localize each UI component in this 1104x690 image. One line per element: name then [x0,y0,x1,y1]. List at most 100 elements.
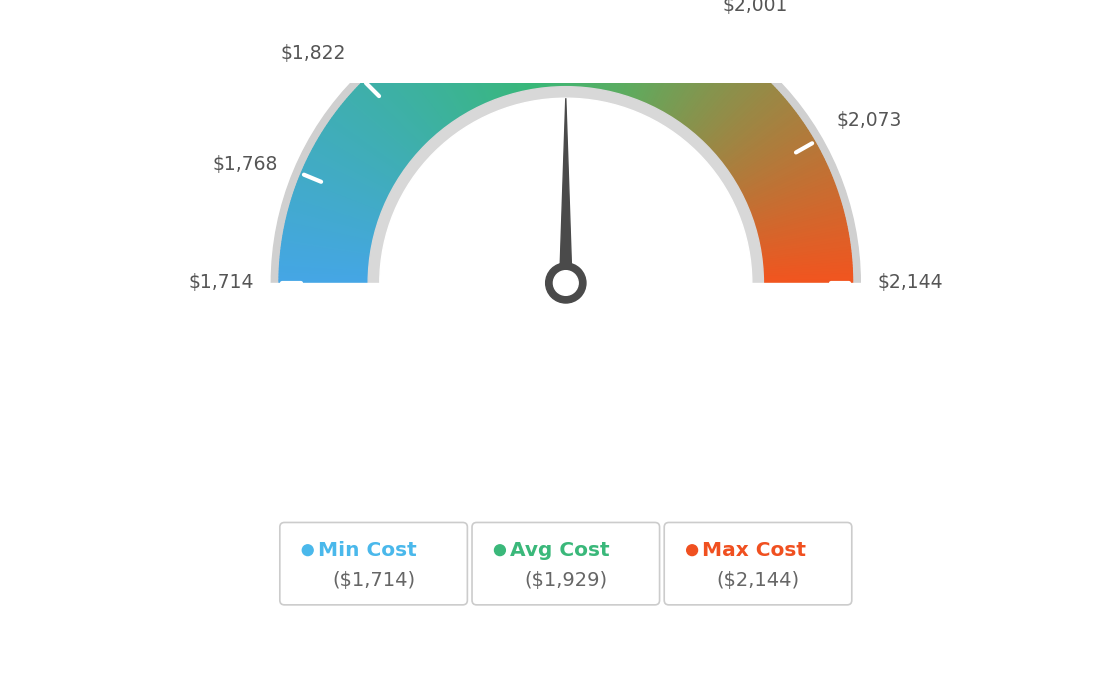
Wedge shape [400,49,453,123]
Wedge shape [392,55,448,126]
Wedge shape [609,5,631,92]
Wedge shape [734,133,811,181]
Wedge shape [690,61,749,132]
Wedge shape [518,1,534,90]
Wedge shape [763,277,852,281]
Text: Min Cost: Min Cost [318,541,416,560]
Wedge shape [755,201,841,228]
Wedge shape [368,75,431,141]
Wedge shape [343,101,414,159]
Wedge shape [724,113,798,168]
Circle shape [545,263,586,303]
Wedge shape [311,148,392,192]
Wedge shape [535,0,548,88]
Wedge shape [763,271,852,277]
Text: $1,768: $1,768 [213,155,278,173]
Wedge shape [680,51,734,124]
Wedge shape [742,154,822,196]
Wedge shape [310,151,391,194]
Wedge shape [601,3,619,90]
Text: ($1,714): ($1,714) [332,571,415,590]
Wedge shape [556,0,562,87]
Wedge shape [407,44,458,119]
FancyBboxPatch shape [665,522,852,605]
Wedge shape [289,206,375,232]
Wedge shape [361,81,426,146]
Wedge shape [613,6,637,93]
Wedge shape [272,0,860,283]
Wedge shape [687,58,744,129]
Wedge shape [285,221,373,242]
Wedge shape [354,88,422,150]
Wedge shape [645,21,682,104]
Wedge shape [301,170,384,207]
Wedge shape [293,195,378,224]
Wedge shape [475,12,505,97]
Wedge shape [607,4,628,91]
Wedge shape [293,192,379,222]
Wedge shape [694,68,755,136]
Wedge shape [480,10,509,96]
Wedge shape [697,69,757,137]
Wedge shape [542,0,551,88]
Wedge shape [533,0,545,88]
Wedge shape [762,250,851,262]
Wedge shape [633,15,666,99]
Wedge shape [656,29,699,109]
Wedge shape [659,32,704,111]
Wedge shape [692,63,751,133]
Wedge shape [753,189,838,220]
Wedge shape [463,16,497,99]
Text: $2,144: $2,144 [878,273,943,293]
Wedge shape [758,218,846,240]
Wedge shape [668,39,716,116]
Wedge shape [279,265,369,273]
Wedge shape [548,0,555,87]
Wedge shape [280,253,369,264]
Wedge shape [726,118,802,171]
Wedge shape [498,6,521,92]
Wedge shape [482,10,511,95]
Wedge shape [333,113,407,168]
Wedge shape [420,37,467,114]
Wedge shape [746,167,829,205]
Wedge shape [309,154,390,196]
Wedge shape [700,73,762,140]
Wedge shape [744,161,827,201]
Wedge shape [299,175,383,210]
Wedge shape [638,18,675,101]
Wedge shape [503,4,524,91]
Wedge shape [737,141,816,186]
Wedge shape [347,97,416,156]
Wedge shape [707,83,773,147]
Wedge shape [289,204,376,230]
Wedge shape [290,201,376,228]
Wedge shape [597,1,614,90]
Wedge shape [563,0,565,87]
Wedge shape [471,13,502,97]
Circle shape [495,545,506,555]
Wedge shape [749,172,831,209]
Wedge shape [698,71,760,139]
Wedge shape [716,99,787,158]
Wedge shape [279,280,369,283]
Wedge shape [598,2,616,90]
Wedge shape [761,235,849,253]
Wedge shape [329,120,404,172]
FancyBboxPatch shape [473,522,659,605]
Wedge shape [283,239,371,255]
Wedge shape [280,247,370,260]
Wedge shape [710,88,777,150]
Wedge shape [412,41,461,117]
Wedge shape [686,56,742,128]
Wedge shape [704,79,768,144]
Wedge shape [751,181,835,215]
Wedge shape [319,135,396,183]
Wedge shape [744,159,826,199]
Wedge shape [733,130,809,179]
Wedge shape [286,218,373,240]
Wedge shape [730,123,805,175]
Wedge shape [754,198,840,226]
Wedge shape [530,0,543,88]
Wedge shape [582,0,593,88]
